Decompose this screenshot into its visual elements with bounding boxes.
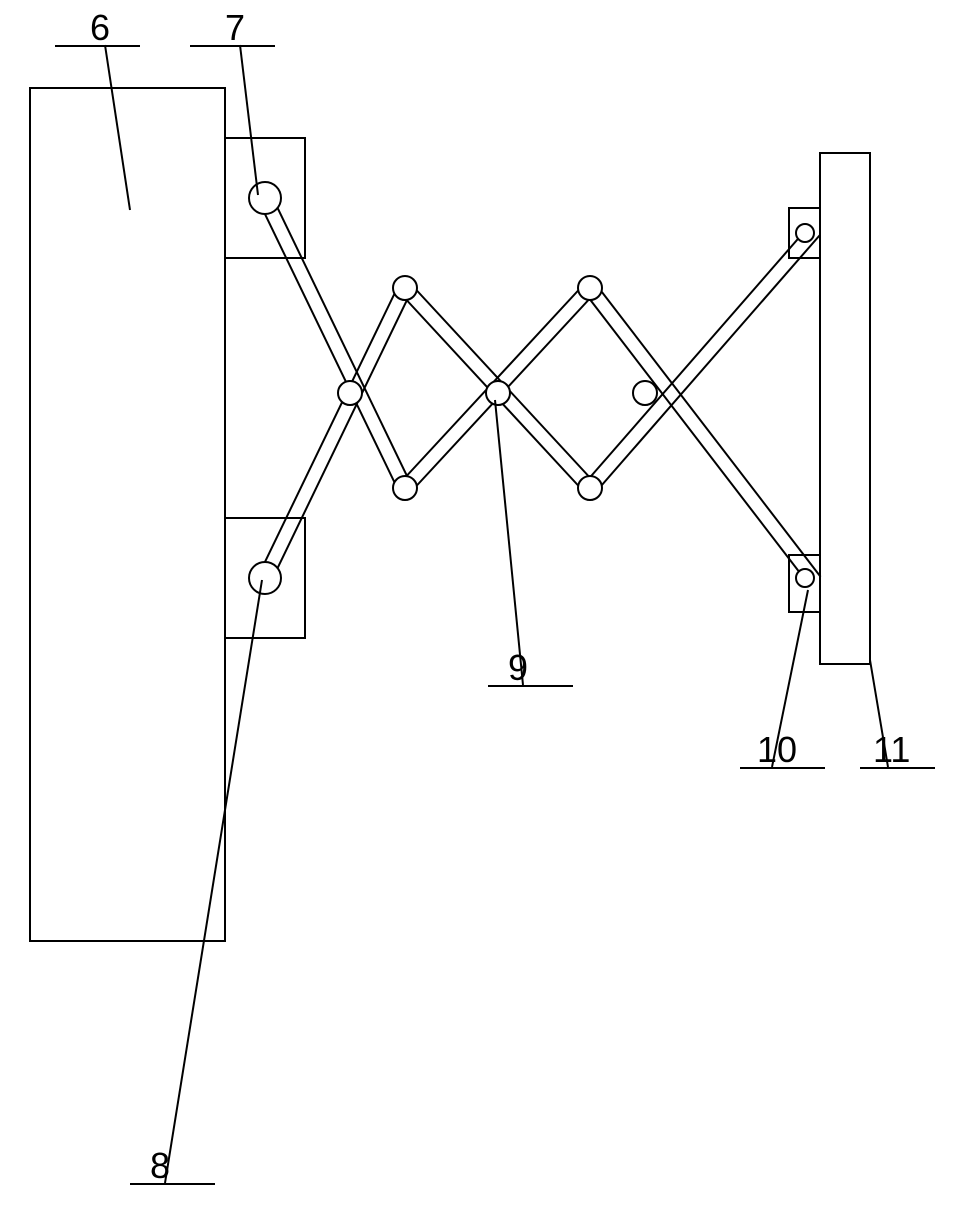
pivot-right-top (796, 224, 814, 242)
pivot-left-bottom (249, 562, 281, 594)
label-10: 10 (757, 729, 797, 770)
pivot-top-1 (393, 276, 417, 300)
pivot-mid-1 (338, 381, 362, 405)
pivot-mid-3 (633, 381, 657, 405)
pivot-top-2 (578, 276, 602, 300)
pivot-left-top (249, 182, 281, 214)
label-8: 8 (150, 1145, 170, 1186)
label-9: 9 (508, 647, 528, 688)
label-7: 7 (225, 7, 245, 48)
mechanical-diagram: 6 7 8 9 10 11 (0, 0, 974, 1231)
pivot-mid-2 (486, 381, 510, 405)
pivot-bottom-1 (393, 476, 417, 500)
label-11: 11 (873, 729, 910, 770)
pivot-right-bottom (796, 569, 814, 587)
label-6: 6 (90, 7, 110, 48)
pivot-bottom-2 (578, 476, 602, 500)
